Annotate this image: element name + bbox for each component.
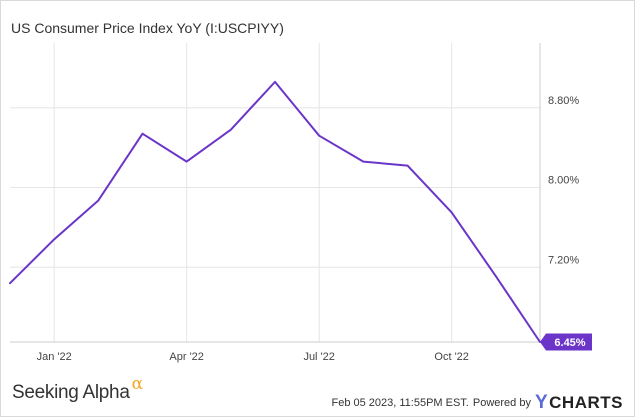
x-tick-label: Apr '22 xyxy=(169,351,204,363)
chart-title: US Consumer Price Index YoY (I:USCPIYY) xyxy=(11,20,284,36)
y-tick-label: 8.00% xyxy=(548,175,579,187)
timestamp: Feb 05 2023, 11:55PM EST. xyxy=(331,397,469,409)
y-tick-label: 8.80% xyxy=(548,95,579,107)
cpi-series-line xyxy=(9,80,541,343)
y-tick-label: 7.20% xyxy=(548,254,579,266)
alpha-symbol: α xyxy=(131,374,143,394)
x-tick-label: Jul '22 xyxy=(303,351,334,363)
ycharts-y-icon: Y xyxy=(534,392,549,413)
x-tick-label: Oct '22 xyxy=(434,351,469,363)
powered-by-label: Powered by xyxy=(472,397,531,409)
ycharts-logo[interactable]: Y CHARTS xyxy=(535,392,623,414)
seeking-alpha-logo: Seeking Alpha α xyxy=(12,374,143,404)
chart-footer: Feb 05 2023, 11:55PM EST. Powered by Y CH… xyxy=(331,392,623,414)
x-tick-label: Jan '22 xyxy=(37,351,72,363)
last-value-label: 6.45% xyxy=(554,337,585,349)
ycharts-logo-text: CHARTS xyxy=(549,393,623,412)
last-value-badge xyxy=(540,333,592,351)
brand-name: Seeking Alpha xyxy=(12,382,130,403)
